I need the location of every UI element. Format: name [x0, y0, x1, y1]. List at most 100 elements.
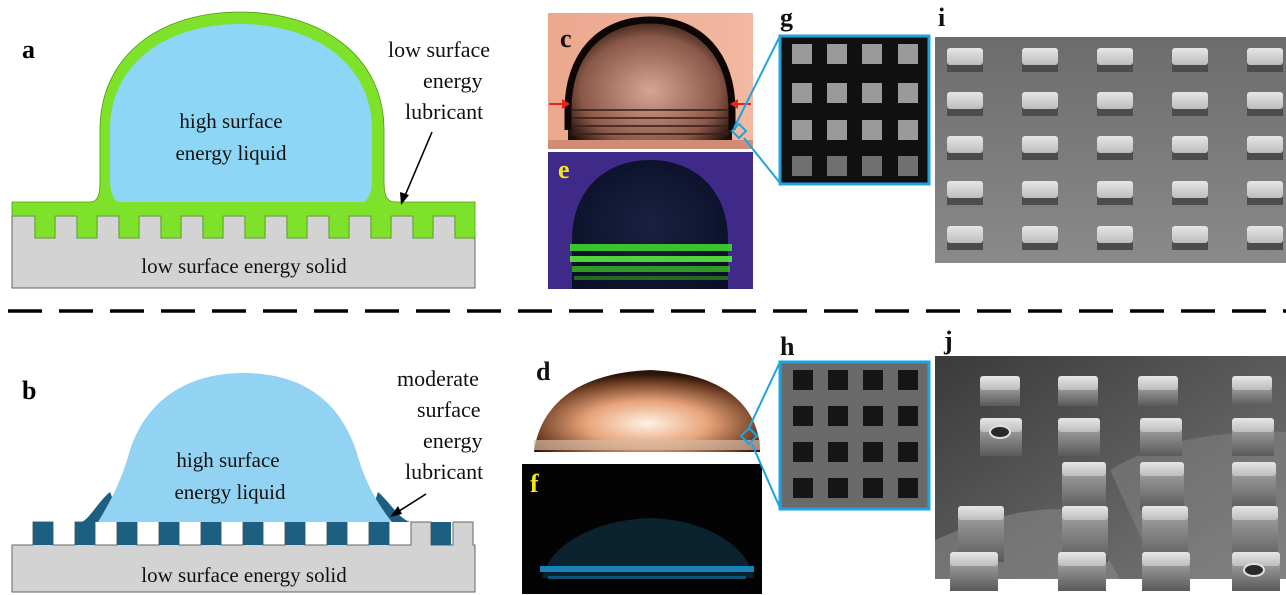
sem-j-pillar	[1058, 552, 1106, 591]
panel-g-inset: g	[730, 3, 931, 186]
sem-i-pillar	[1022, 136, 1058, 160]
photo-c-drop-rim	[564, 16, 736, 130]
sem-i-pillar	[1097, 92, 1133, 116]
sem-i-pillar	[1247, 92, 1283, 116]
drop-label-a-line2: energy liquid	[175, 141, 287, 165]
sem-j-pillar	[1062, 462, 1106, 510]
panel-letter-g: g	[780, 3, 793, 32]
panel-letter-a: a	[22, 35, 35, 64]
pointer-arrowhead-b	[390, 506, 402, 517]
sem-i-pillar	[1247, 226, 1283, 250]
sem-i-pillar	[1172, 181, 1208, 205]
photo-c-drop	[568, 20, 732, 149]
drop-label-a-line1: high surface	[179, 109, 282, 133]
lubricant-label-b-line4: lubricant	[405, 459, 483, 484]
panel-letter-i: i	[938, 3, 945, 32]
sem-i-pillar	[1097, 226, 1133, 250]
photo-c-substrate	[548, 140, 753, 149]
sem-j-trapped-droplet	[1243, 563, 1265, 577]
panel-letter-j: j	[943, 326, 953, 355]
sem-i-pillar	[1172, 48, 1208, 72]
sem-i-pillar	[1097, 48, 1133, 72]
panel-letter-d: d	[536, 357, 551, 386]
lubricant-label-b-line1: moderate	[397, 366, 479, 391]
photo-d-baseline	[534, 440, 760, 450]
panel-b-schematic: high surface energy liquid low surface e…	[11, 366, 483, 593]
inset-g-squares	[792, 44, 918, 176]
solid-label-b: low surface energy solid	[141, 563, 347, 587]
sem-j-pillars	[950, 376, 1280, 591]
panel-letter-c: c	[560, 24, 572, 53]
zoom-marker-h	[739, 426, 759, 446]
lubricant-label-a-line3: lubricant	[405, 99, 483, 124]
sem-i-pillar	[1097, 136, 1133, 160]
panel-letter-f: f	[530, 469, 539, 498]
sem-j-pillar	[980, 376, 1020, 406]
sem-i-pillars	[947, 48, 1283, 250]
solid-label-a: low surface energy solid	[141, 254, 347, 278]
sem-i-pillar	[1022, 181, 1058, 205]
sem-i-pillar	[1022, 92, 1058, 116]
sem-j-pillar	[1140, 418, 1182, 456]
photo-f-drop-glow	[542, 518, 754, 578]
panel-j-sem: j	[935, 326, 1286, 591]
sem-j-pillar	[1058, 418, 1100, 456]
sem-i-pillar	[1022, 226, 1058, 250]
panel-h-inset: h	[739, 332, 931, 511]
panel-e-photo: e	[548, 152, 753, 289]
sem-i-pillar	[1172, 92, 1208, 116]
zoom-line-g-bottom	[743, 137, 781, 184]
panel-f-photo: f	[522, 464, 762, 594]
panel-d-photo: d	[528, 357, 763, 460]
sem-i-pillar	[1247, 48, 1283, 72]
sem-i-pillar	[947, 181, 983, 205]
sem-j-pillar	[1232, 376, 1272, 406]
sem-i-pillar	[1097, 181, 1133, 205]
sem-i-pillar	[1172, 136, 1208, 160]
liquid-drop-a	[110, 24, 372, 202]
zoom-line-h-bottom	[751, 443, 781, 509]
sem-i-pillar	[1247, 136, 1283, 160]
panel-a-schematic: high surface energy liquid low surface e…	[11, 11, 490, 289]
sem-i-pillar	[1172, 226, 1208, 250]
inset-h-wells	[793, 370, 918, 498]
sem-j-pillar	[1232, 462, 1276, 510]
photo-d-drop	[534, 370, 760, 452]
red-arrowhead-right	[730, 99, 738, 109]
panel-letter-h: h	[780, 332, 795, 361]
zoom-line-h-top	[747, 361, 781, 431]
lubricant-label-a-line1: low surface	[388, 37, 490, 62]
panel-letter-e: e	[558, 155, 570, 184]
photo-f-band	[540, 566, 754, 572]
zoom-marker-g	[730, 122, 748, 140]
sem-i-pillar	[1022, 48, 1058, 72]
sem-j-pillar	[1232, 418, 1274, 456]
photo-f-band2	[548, 576, 746, 579]
sem-j-trapped-droplet	[989, 425, 1011, 439]
sem-i-pillar	[947, 136, 983, 160]
lubricant-pillars-b	[33, 522, 451, 545]
panel-letter-b: b	[22, 376, 36, 405]
sem-i-pillar	[947, 226, 983, 250]
sem-j-pillar	[1138, 376, 1178, 406]
red-arrowhead-left	[562, 99, 570, 109]
sem-j-pillar	[1232, 552, 1280, 591]
panel-c-photo: c	[548, 13, 753, 149]
pointer-arrow-b	[395, 493, 427, 514]
drop-label-b-line2: energy liquid	[174, 480, 286, 504]
drop-label-b-line1: high surface	[176, 448, 279, 472]
pointer-arrowhead-a	[400, 192, 409, 205]
sem-i-pillar	[947, 92, 983, 116]
photo-e-fluorescent-bands	[570, 244, 732, 280]
panel-i-sem: i	[935, 3, 1286, 263]
lubricant-label-b-line2: surface	[417, 397, 481, 422]
sem-j-pillar	[1058, 376, 1098, 406]
pointer-arrow-a	[403, 131, 433, 199]
sem-j-pillar	[1140, 462, 1184, 510]
sem-i-pillar	[947, 48, 983, 72]
liquid-drop-b	[98, 373, 392, 522]
sem-j-pillar	[1142, 552, 1190, 591]
sem-j-pillar	[950, 552, 998, 591]
lubricant-label-b-line3: energy	[423, 428, 482, 453]
